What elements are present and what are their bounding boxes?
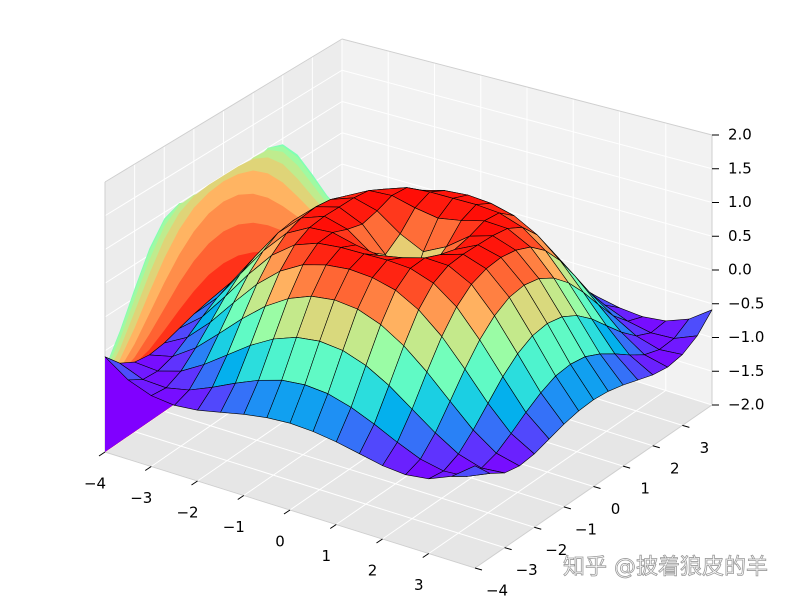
grid-line	[341, 101, 713, 203]
z-tick-label: 1.5	[728, 159, 752, 177]
grid-line	[341, 163, 713, 271]
grid-line	[134, 431, 505, 549]
surface	[104, 187, 713, 480]
z-tick-label: 0.0	[728, 261, 752, 279]
x-tick-label: 3	[414, 576, 424, 594]
x-tick	[422, 553, 430, 558]
y-tick-label: 1	[640, 480, 650, 498]
z-tick-label: −0.5	[728, 294, 764, 312]
y-tick	[682, 424, 690, 428]
z-tick-label: 1.0	[728, 193, 752, 211]
z-tick-label: 0.5	[728, 227, 752, 245]
y-tick-label: 3	[700, 439, 710, 457]
surface-cell	[451, 465, 491, 477]
x-tick	[191, 480, 198, 486]
x-tick	[98, 451, 106, 457]
y-tick	[652, 445, 660, 449]
y-tick	[504, 547, 512, 551]
x-tick	[144, 466, 152, 471]
pane-edge	[104, 38, 343, 183]
y-tick	[563, 506, 572, 510]
y-tick	[593, 486, 601, 489]
x-tick-label: −2	[176, 504, 198, 522]
y-tick-label: 2	[670, 459, 680, 477]
x-tick	[329, 524, 337, 529]
grid-line	[104, 69, 343, 217]
x-tick	[376, 538, 383, 544]
x-tick-label: −3	[130, 489, 152, 507]
y-tick	[534, 526, 542, 530]
x-tick-label: 0	[275, 533, 285, 551]
x-tick	[237, 495, 245, 500]
axes: −4 −3 −2 −1 0 1 2 3 −4 −3 −2 −1 0 1 2 3 −2.0 −1.5 −1.0 −0.5…	[84, 126, 765, 600]
y-tick-label: −1	[575, 520, 597, 538]
y-tick-label: −2	[545, 541, 567, 559]
x-tick-label: 2	[368, 562, 378, 580]
y-tick-label: 0	[611, 500, 621, 518]
x-tick-label: 1	[321, 547, 331, 565]
grid-line	[164, 410, 535, 528]
x-tick-label: −4	[84, 475, 106, 493]
x-tick-label: −1	[223, 518, 245, 536]
y-tick	[474, 567, 483, 571]
grid-line	[341, 69, 713, 170]
y-tick-label: −3	[516, 561, 538, 579]
x-tick	[283, 509, 291, 515]
z-tick-label: 2.0	[728, 126, 752, 144]
y-tick-label: −4	[486, 582, 508, 600]
y-tick	[622, 465, 631, 469]
z-tick-label: −1.0	[728, 328, 764, 346]
z-tick-label: −1.5	[728, 362, 764, 380]
grid-line	[341, 132, 713, 237]
pane-edge	[341, 38, 713, 136]
z-tick-label: −2.0	[728, 396, 764, 414]
watermark: 知乎 @披着狼皮的羊	[563, 555, 768, 580]
